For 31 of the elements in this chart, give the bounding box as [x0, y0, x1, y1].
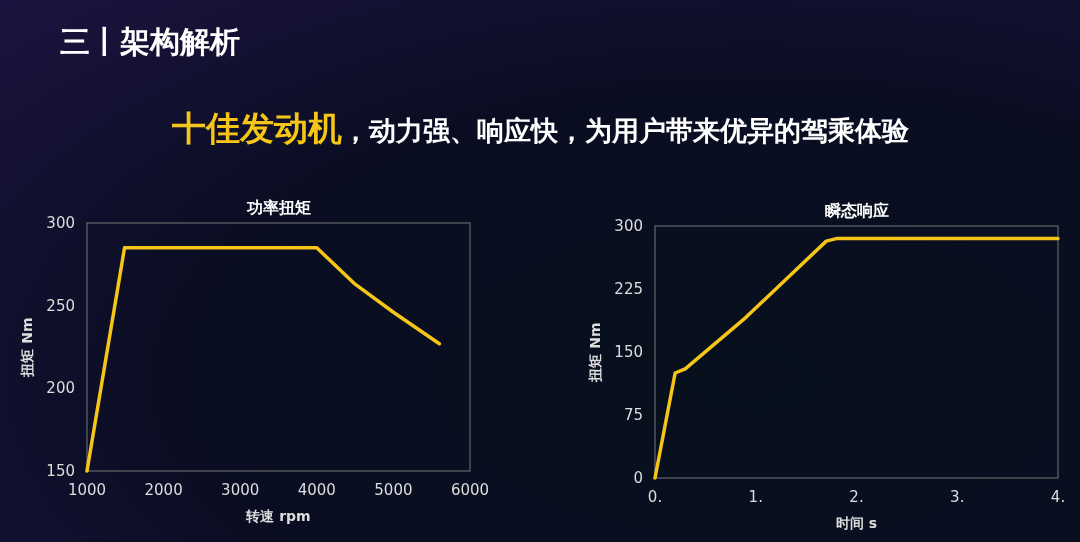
y-tick-label: 300 — [46, 214, 75, 232]
chart-title: 功率扭矩 — [245, 198, 311, 217]
chart-title: 瞬态响应 — [824, 201, 889, 220]
text: ，动力强、响应快，为用户带来优异的驾乘体验 — [341, 115, 910, 146]
x-tick-label: 2. — [849, 488, 864, 506]
text: 三丨架构解析 — [60, 24, 240, 59]
x-tick-label: 3. — [950, 488, 965, 506]
y-tick-label: 0 — [633, 469, 643, 487]
y-axis-title: 扭矩 Nm — [587, 322, 603, 383]
x-tick-label: 0. — [647, 488, 663, 506]
text: 十佳发动机 — [170, 108, 342, 148]
y-tick-label: 150 — [46, 462, 75, 480]
x-tick-label: 1000 — [67, 481, 107, 499]
x-tick-label: 4000 — [297, 481, 336, 499]
x-tick-label: 4. — [1050, 488, 1066, 506]
y-tick-label: 300 — [614, 217, 643, 235]
line-series — [653, 236, 1060, 480]
x-tick-label: 6000 — [450, 481, 490, 499]
x-axis-title: 时间 s — [835, 515, 878, 531]
y-tick-label: 225 — [614, 280, 643, 298]
x-tick-label: 3000 — [221, 481, 260, 499]
y-tick-label: 250 — [46, 296, 75, 315]
x-axis-title: 转速 rpm — [245, 508, 311, 524]
y-axis-title: 扭矩 Nm — [19, 317, 35, 378]
x-tick-label: 2000 — [144, 481, 183, 499]
y-tick-label: 75 — [623, 406, 643, 424]
x-tick-label: 1. — [748, 488, 763, 506]
y-tick-label: 150 — [614, 343, 643, 361]
line-series — [85, 246, 442, 473]
x-tick-label: 5000 — [374, 481, 413, 499]
y-tick-label: 200 — [46, 379, 75, 398]
